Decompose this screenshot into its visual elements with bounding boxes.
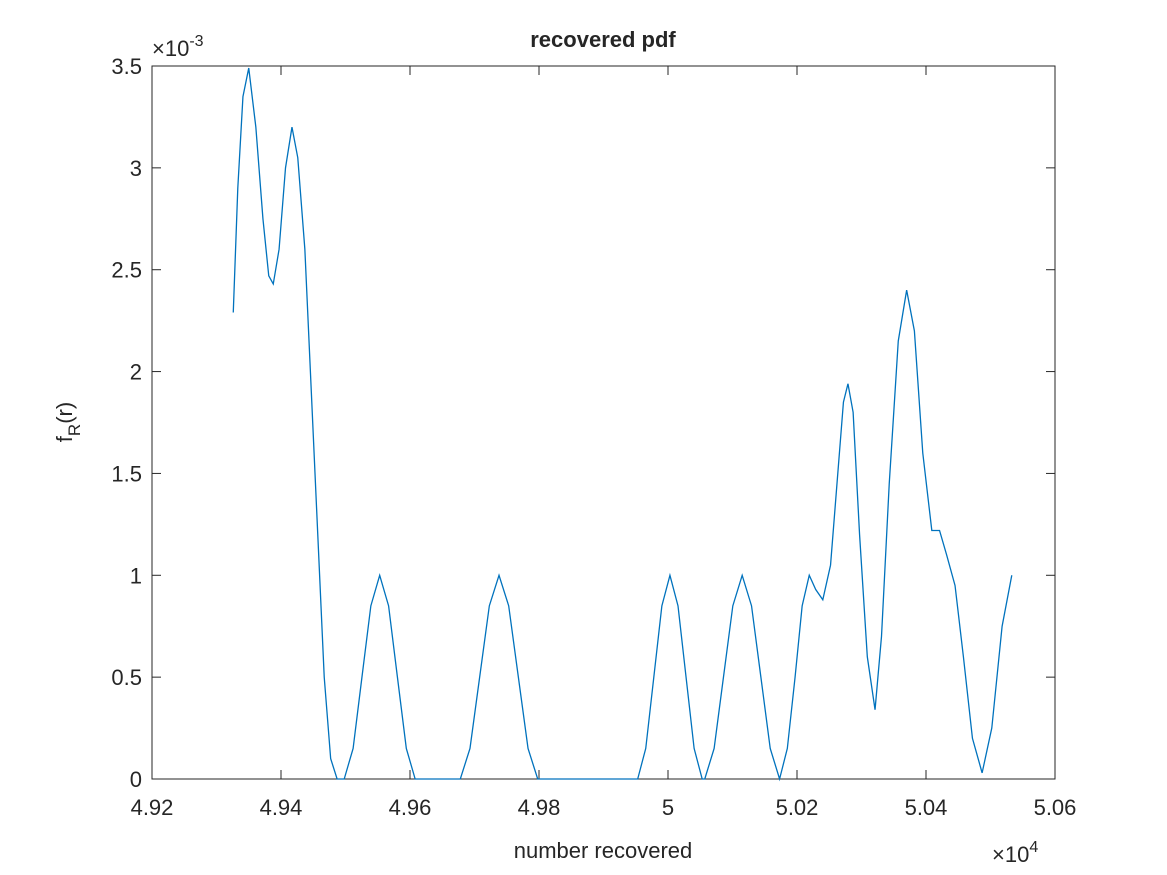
x-tick-label: 4.96 (389, 795, 432, 820)
y-axis-label: fR(r) (52, 402, 84, 442)
x-multiplier-base: ×10 (992, 842, 1029, 867)
x-tick-label: 4.98 (518, 795, 561, 820)
y-multiplier-base: ×10 (152, 36, 189, 61)
x-tick-label: 5 (662, 795, 674, 820)
x-tick-label: 5.04 (905, 795, 948, 820)
y-multiplier-exponent: -3 (189, 33, 203, 50)
x-multiplier-exponent: 4 (1029, 839, 1038, 856)
x-tick-label: 4.92 (131, 795, 174, 820)
y-multiplier: ×10-3 (152, 33, 204, 61)
x-tick-label: 4.94 (260, 795, 303, 820)
y-tick-label: 2 (130, 360, 142, 385)
y-tick-label: 1 (130, 563, 142, 588)
y-tick-label: 1.5 (111, 461, 142, 486)
y-label-main: f (52, 435, 77, 442)
y-label-tail: (r) (52, 402, 77, 424)
x-multiplier: ×104 (992, 839, 1038, 867)
y-tick-label: 0 (130, 767, 142, 792)
y-tick-label: 0.5 (111, 665, 142, 690)
y-label-sub: R (65, 424, 84, 436)
chart-title: recovered pdf (530, 27, 676, 52)
x-axis-label: number recovered (514, 838, 693, 863)
data-line (232, 67, 1013, 782)
y-tick-label: 2.5 (111, 258, 142, 283)
y-tick-label: 3.5 (111, 54, 142, 79)
x-tick-label: 5.06 (1034, 795, 1077, 820)
x-tick-label: 5.02 (776, 795, 819, 820)
y-tick-label: 3 (130, 156, 142, 181)
